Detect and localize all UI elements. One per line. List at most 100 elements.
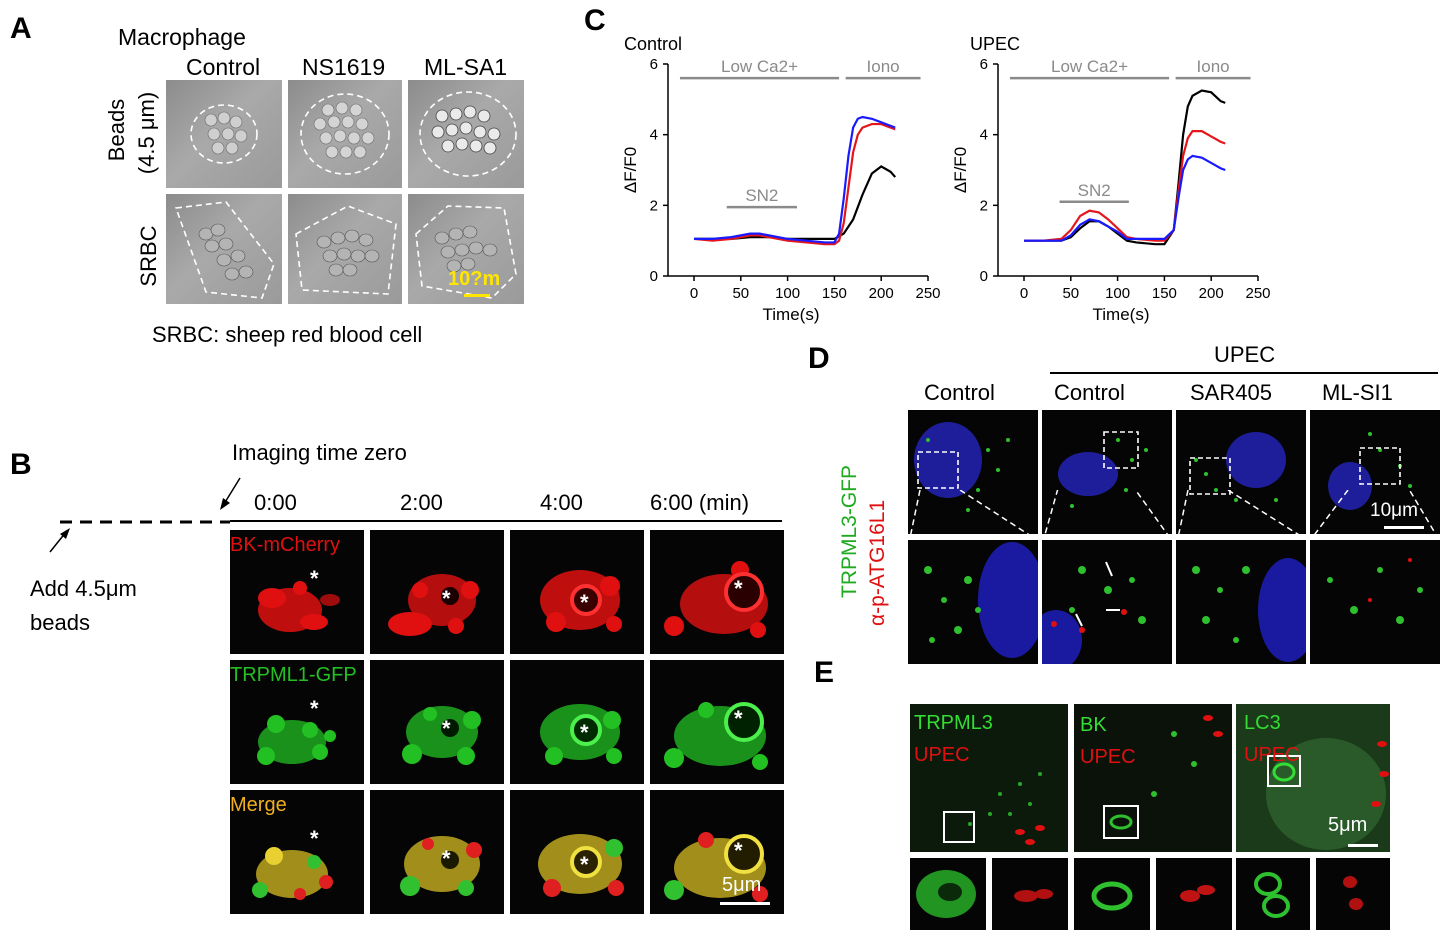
asterisk: * (580, 852, 589, 877)
panel-a-letter: A (10, 12, 32, 45)
x-tick-label: 50 (1062, 285, 1079, 302)
panel-d-col-control: Control (924, 380, 995, 405)
scalebar-a (464, 294, 490, 297)
series-line-1 (693, 122, 896, 246)
time-0: 0:00 (254, 490, 297, 515)
y-tick-label: 4 (650, 127, 658, 144)
x-tick-label: 250 (1245, 285, 1270, 302)
panel-b-timeline (49, 477, 241, 553)
add-beads-label-1: Add 4.5μm (30, 576, 137, 601)
trpml1-gfp-t2: * (370, 660, 504, 784)
row-beads-line2: (4.5 μm) (134, 91, 159, 175)
panel-a-caption: SRBC: sheep red blood cell (152, 322, 423, 347)
panel-a-col-mlsa1: ML-SA1 (424, 54, 508, 80)
asterisk: * (310, 696, 319, 721)
d-zoom-upec-control (1030, 540, 1172, 670)
time-axis-line (230, 520, 782, 522)
series-line-0 (1024, 89, 1226, 246)
channel-label-trpml1: TRPML1-GFP (230, 664, 357, 686)
channel-label-bk: BK-mCherry (230, 534, 341, 556)
chart-title: Control (624, 34, 682, 54)
series-line-2 (694, 115, 896, 244)
trpml1-gfp-t0: TRPML1-GFP * (230, 660, 364, 784)
y-tick-label: 0 (650, 268, 658, 285)
e-panel-lc3: LC3 UPEC 5μm (1236, 704, 1390, 852)
merge-t4: * (510, 790, 644, 914)
asterisk: * (310, 566, 319, 591)
annotation-label: SN2 (1078, 181, 1111, 200)
e-label-red-trpml3: UPEC (914, 744, 970, 766)
panel-c-letter: C (584, 4, 606, 37)
y-tick-label: 2 (980, 197, 988, 214)
channel-label-merge: Merge (230, 794, 287, 816)
micrograph-srbc-control (166, 194, 282, 304)
e-label-green-trpml3: TRPML3 (914, 712, 993, 734)
y-axis-label: ΔF/F0 (951, 147, 970, 193)
trpml1-gfp-t6: * (650, 660, 784, 784)
chart-upec: UPEC 0 2 4 6 0 50 100 150 200 250 Time(s) ΔF/F0 Low C… (951, 34, 1271, 324)
panel-d-col-upec-control: Control (1054, 380, 1125, 405)
row-beads-line1: Beads (104, 98, 129, 162)
panel-d-side-red: α-p-ATG16L1 (866, 499, 889, 626)
e-label-red-lc3: UPEC (1244, 744, 1300, 766)
x-axis-label: Time(s) (1093, 305, 1150, 324)
d-top-mlsi1: 10μm (1310, 410, 1440, 534)
x-axis-label: Time(s) (763, 305, 820, 324)
bk-mcherry-t4: * (510, 530, 644, 654)
y-tick-label: 4 (980, 127, 988, 144)
scalebar-e (1348, 844, 1378, 847)
e-inset-bk-red (1156, 858, 1232, 930)
micrograph-beads-control (166, 80, 282, 188)
trpml1-gfp-t4: * (510, 660, 644, 784)
y-tick-label: 6 (650, 56, 658, 73)
e-inset-lc3-red (1316, 858, 1390, 930)
asterisk: * (310, 826, 319, 851)
x-tick-label: 50 (732, 285, 749, 302)
merge-t6: * 5μm (650, 790, 784, 914)
annotation-label: SN2 (745, 186, 778, 205)
annotation-label: Iono (1197, 57, 1230, 76)
annotation-label: Low Ca2+ (721, 57, 798, 76)
e-panel-trpml3: TRPML3 UPEC (910, 704, 1068, 852)
panel-a-col-ns1619: NS1619 (302, 54, 386, 80)
x-tick-label: 150 (822, 285, 847, 302)
panel-a-col-control: Control (186, 54, 261, 80)
d-zoom-control (908, 540, 1046, 664)
panel-e-letter: E (814, 656, 835, 689)
panel-a-row-beads: Beads (104, 80, 130, 180)
asterisk: * (734, 838, 743, 863)
panel-d-col-sar405: SAR405 (1190, 380, 1272, 405)
panel-d-zoom-lines (909, 490, 1439, 539)
asterisk: * (580, 590, 589, 615)
asterisk: * (442, 716, 451, 741)
bk-mcherry-t6: * (650, 530, 784, 654)
e-label-green-bk: BK (1080, 714, 1107, 736)
e-label-green-lc3: LC3 (1244, 712, 1281, 734)
annotation-label: Low Ca2+ (1051, 57, 1128, 76)
y-tick-label: 0 (980, 268, 988, 285)
merge-t0: Merge * (230, 790, 364, 914)
scalebar-d (1384, 526, 1424, 529)
d-top-control (908, 410, 1038, 534)
asterisk: * (442, 846, 451, 871)
micrograph-beads-ns1619 (288, 80, 402, 188)
scalebar-label-b: 5μm (722, 874, 762, 896)
time-4: 4:00 (540, 490, 583, 515)
panel-b-letter: B (10, 448, 32, 481)
d-zoom-sar405 (1176, 540, 1318, 664)
d-zoom-mlsi1 (1310, 540, 1440, 664)
panel-d-upec-line (1050, 372, 1438, 374)
x-tick-label: 0 (1020, 285, 1028, 302)
time-6: 6:00 (min) (650, 490, 750, 515)
panel-a-row-beads-size: (4.5 μm) (134, 78, 160, 188)
y-tick-label: 2 (650, 197, 658, 214)
scalebar-label-d: 10μm (1370, 500, 1418, 521)
chart-title: UPEC (970, 34, 1020, 54)
add-beads-label-2: beads (30, 610, 90, 635)
bk-mcherry-t0: BK-mCherry * (230, 530, 364, 654)
d-top-upec-control (1042, 410, 1172, 534)
panel-d-letter: D (808, 342, 830, 375)
y-tick-label: 6 (980, 56, 988, 73)
panel-d-upec-header: UPEC (1214, 342, 1276, 367)
x-tick-label: 200 (1199, 285, 1224, 302)
